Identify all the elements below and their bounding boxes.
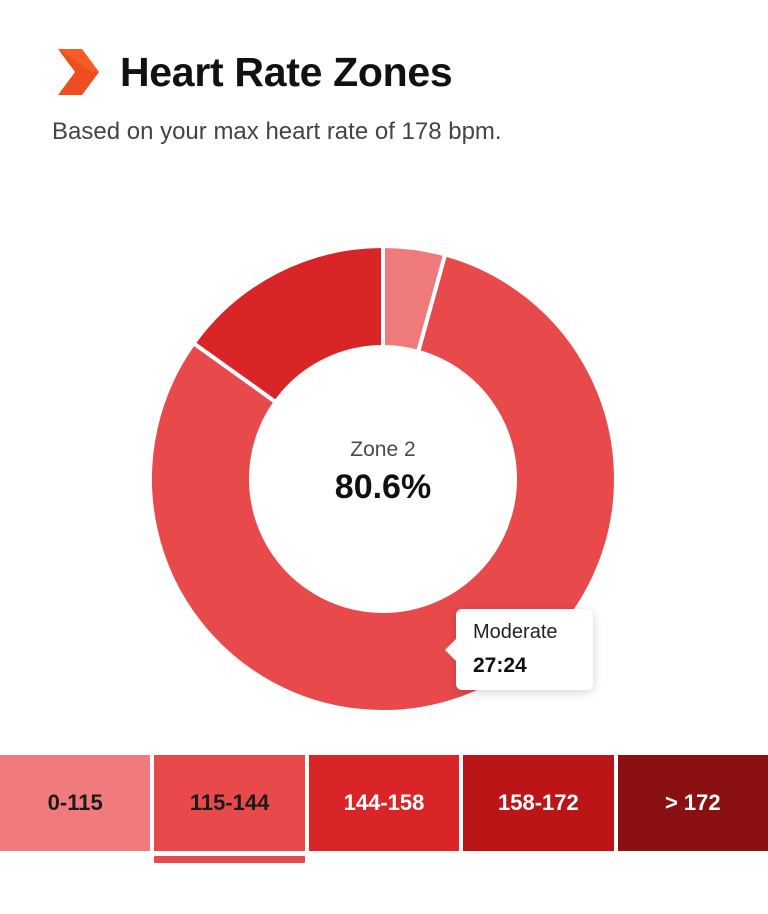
chevron-right-icon	[58, 49, 99, 95]
zone-block-4[interactable]: 158-172	[463, 755, 614, 851]
selected-zone-indicator	[154, 856, 305, 863]
header: Heart Rate Zones	[56, 44, 453, 100]
zone-block-2[interactable]: 115-144	[154, 755, 305, 851]
donut-slice-2[interactable]	[148, 251, 618, 714]
tooltip-label: Moderate	[473, 621, 558, 643]
page-subtitle: Based on your max heart rate of 178 bpm.	[52, 118, 502, 145]
zone-block-3[interactable]: 144-158	[308, 755, 460, 851]
zone-block-1[interactable]: 0-115	[0, 755, 151, 851]
donut-center-value: 80.6%	[334, 468, 432, 506]
tooltip-value: 27:24	[473, 654, 527, 677]
zone-range-bar: 0-115 115-144 144-158 158-172 > 172	[0, 755, 768, 851]
heart-rate-donut-chart	[148, 243, 618, 714]
zone-block-5[interactable]: > 172	[617, 755, 768, 851]
chart-tooltip: Moderate 27:24	[445, 609, 593, 690]
page-title: Heart Rate Zones	[120, 48, 453, 95]
donut-slice-3[interactable]	[190, 243, 385, 405]
donut-center-label: Zone 2	[350, 438, 416, 461]
